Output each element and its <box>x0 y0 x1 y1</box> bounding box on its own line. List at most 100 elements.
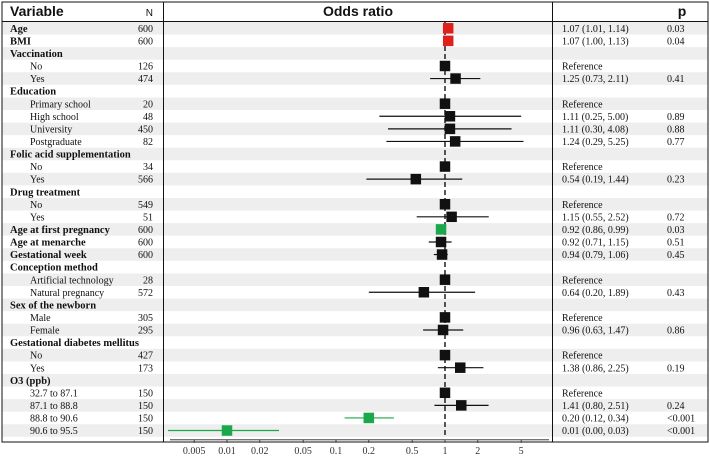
row-stripe <box>2 298 708 312</box>
row-n: 600 <box>138 250 153 261</box>
or-point <box>449 136 461 147</box>
row-label: Female <box>30 326 60 337</box>
or-point <box>439 98 451 109</box>
row-p-value: 0.03 <box>667 24 685 35</box>
or-point <box>444 123 456 135</box>
row-stripe <box>2 147 708 161</box>
x-tick-label: 2 <box>475 446 480 457</box>
row-p-value: 0.77 <box>667 137 685 148</box>
row-p-value: 0.45 <box>667 250 685 261</box>
row-stripe <box>2 399 708 412</box>
row-ci-label: 1.24 (0.29, 5.25) <box>562 137 629 148</box>
row-ci-label: 0.01 (0.00, 0.03) <box>562 426 629 437</box>
row-p-value: 0.86 <box>667 326 685 337</box>
row-label: Age at menarche <box>10 238 86 249</box>
row-ci-label: 0.64 (0.20, 1.89) <box>562 288 629 299</box>
row-stripe <box>2 22 708 35</box>
row-ci-label: Reference <box>562 62 603 73</box>
row-label: Yes <box>30 363 45 374</box>
row-ci-label: 0.54 (0.19, 1.44) <box>562 175 629 186</box>
row-label: Age <box>10 24 28 35</box>
row-label: Conception method <box>10 263 98 274</box>
row-n: 51 <box>143 212 153 223</box>
or-point <box>442 23 454 34</box>
row-stripe <box>2 97 708 110</box>
row-ci-label: Reference <box>562 313 603 324</box>
row-n: 305 <box>138 313 153 324</box>
or-point <box>456 400 467 411</box>
row-ci-label: 1.11 (0.25, 5.00) <box>562 112 628 123</box>
table-frame <box>1 1 709 443</box>
row-label: 32.7 to 87.1 <box>30 388 78 399</box>
row-n: 48 <box>143 112 153 123</box>
row-label: Artificial technology <box>30 275 114 286</box>
row-label: Education <box>10 87 56 98</box>
row-ci-label: 1.07 (1.00, 1.13) <box>562 36 629 47</box>
row-stripe <box>2 72 708 85</box>
row-label: High school <box>30 112 79 123</box>
row-p-value: 0.51 <box>667 238 685 249</box>
or-point <box>435 224 447 235</box>
row-label: Natural pregnancy <box>30 288 104 299</box>
table-rows: Age 600 1.07 (1.01, 1.14) 0.03 BMI 600 1.07 (1… <box>10 24 695 437</box>
or-point <box>454 362 466 373</box>
row-label: No <box>30 351 42 362</box>
row-label: Vaccination <box>10 49 63 60</box>
row-n: 600 <box>138 24 153 35</box>
chart-marks <box>168 23 524 436</box>
row-stripe <box>2 172 708 186</box>
row-p-value: 0.41 <box>667 74 685 85</box>
or-point <box>410 173 422 185</box>
row-ci-label: Reference <box>562 200 603 211</box>
or-point <box>363 412 375 424</box>
row-p-value: 0.88 <box>667 124 685 135</box>
x-tick-label: 0.02 <box>251 446 269 457</box>
x-tick-label: 0.005 <box>183 446 206 457</box>
row-ci-label: 0.94 (0.79, 1.06) <box>562 250 629 261</box>
x-tick-label: 0.5 <box>406 446 419 457</box>
or-point <box>436 249 448 260</box>
or-point <box>439 199 451 210</box>
row-label: Age at first pregnancy <box>10 225 111 236</box>
or-point <box>439 387 451 399</box>
row-label: 87.1 to 88.8 <box>30 401 78 412</box>
row-n: 173 <box>138 363 153 374</box>
row-stripe <box>2 248 708 261</box>
row-stripe <box>2 223 708 236</box>
or-point <box>442 35 454 47</box>
or-point <box>439 161 451 172</box>
row-stripe <box>2 348 708 362</box>
row-ci-label: 0.20 (0.12, 0.34) <box>562 414 629 425</box>
row-stripe <box>2 424 708 437</box>
row-stripes <box>2 22 708 437</box>
row-p-value: 0.43 <box>667 288 685 299</box>
row-label: Postgraduate <box>30 137 82 148</box>
row-label: Folic acid supplementation <box>10 150 131 161</box>
row-ci-label: 0.92 (0.86, 0.99) <box>562 225 629 236</box>
or-point <box>450 73 461 84</box>
row-ci-label: 0.96 (0.63, 1.47) <box>562 326 629 337</box>
row-n: 572 <box>138 288 153 299</box>
row-p-value: <0.001 <box>667 414 695 425</box>
row-label: Sex of the newborn <box>10 300 96 311</box>
row-n: 28 <box>143 275 153 286</box>
header-odds-ratio: Odds ratio <box>323 3 393 19</box>
x-tick-label: 0.05 <box>294 446 312 457</box>
row-ci-label: 1.38 (0.86, 2.25) <box>562 363 629 374</box>
row-label: University <box>30 124 72 135</box>
row-stripe <box>2 197 708 211</box>
row-label: Male <box>30 313 51 324</box>
header-p: p <box>678 3 687 19</box>
row-p-value: 0.04 <box>667 36 685 47</box>
row-label: No <box>30 200 42 211</box>
x-tick-label: 0.01 <box>218 446 236 457</box>
row-label: 90.6 to 95.5 <box>30 426 78 437</box>
row-n: 600 <box>138 225 153 236</box>
row-p-value: 0.19 <box>667 363 685 374</box>
or-point <box>437 324 449 336</box>
row-ci-label: 1.41 (0.80, 2.51) <box>562 401 629 412</box>
row-n: 566 <box>138 175 153 186</box>
or-point <box>221 425 233 436</box>
row-n: 600 <box>138 36 153 47</box>
